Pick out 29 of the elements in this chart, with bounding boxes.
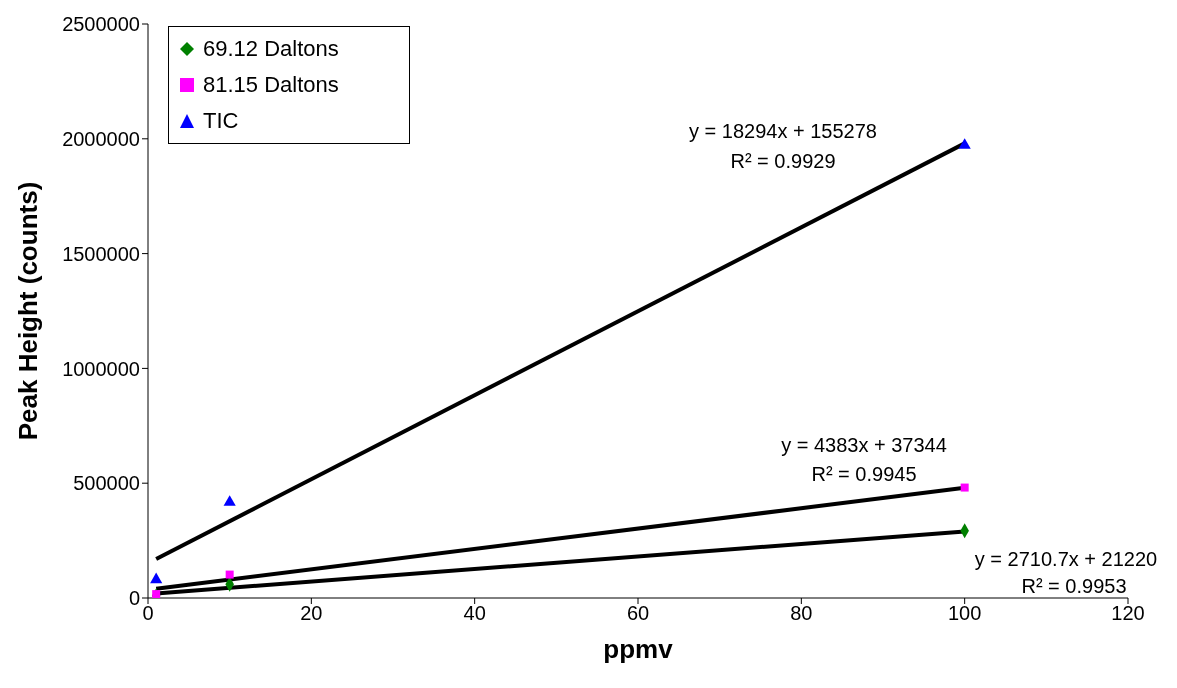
y-tick-label: 1000000 [62, 357, 140, 380]
annotation: R² = 0.9953 [1020, 575, 1128, 598]
x-tick-label: 0 [142, 602, 154, 625]
annotation: R² = 0.9929 [729, 150, 837, 173]
y-tick-label: 500000 [73, 472, 140, 495]
x-tick-label: 120 [1111, 602, 1145, 625]
annotation: y = 4383x + 37344 [780, 434, 948, 457]
annotation: R² = 0.9945 [810, 463, 918, 486]
point [223, 495, 236, 506]
legend-label: 69.12 Daltons [203, 35, 339, 63]
y-tick-label: 0 [128, 587, 140, 610]
x-tick-label: 20 [300, 602, 323, 625]
y-tick-label: 1500000 [62, 242, 140, 265]
x-tick-label: 100 [947, 602, 982, 625]
x-tick-label: 40 [463, 602, 486, 625]
y-tick-label: 2000000 [62, 127, 140, 150]
annotation: y = 2710.7x + 21220 [973, 548, 1159, 571]
legend-label: 81.15 Daltons [203, 71, 339, 99]
x-tick-label: 60 [626, 602, 650, 625]
point [960, 483, 969, 492]
point [150, 572, 163, 584]
annotation: y = 18294x + 155278 [688, 120, 878, 143]
x-tick-label: 80 [790, 602, 813, 625]
y-axis-title: Peak Height (counts) [13, 181, 44, 441]
y-tick-label: 2500000 [62, 13, 140, 36]
point [958, 138, 971, 149]
legend-label: TIC [203, 107, 239, 135]
x-axis-title: ppmv [603, 634, 674, 664]
point [225, 570, 234, 579]
